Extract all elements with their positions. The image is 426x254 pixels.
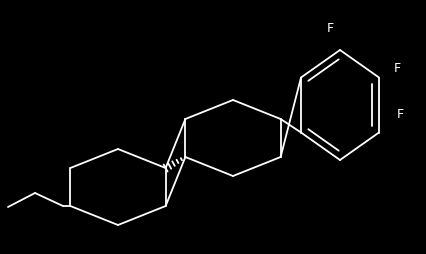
Text: F: F xyxy=(394,61,400,74)
Text: F: F xyxy=(397,108,403,121)
Text: F: F xyxy=(326,22,334,35)
